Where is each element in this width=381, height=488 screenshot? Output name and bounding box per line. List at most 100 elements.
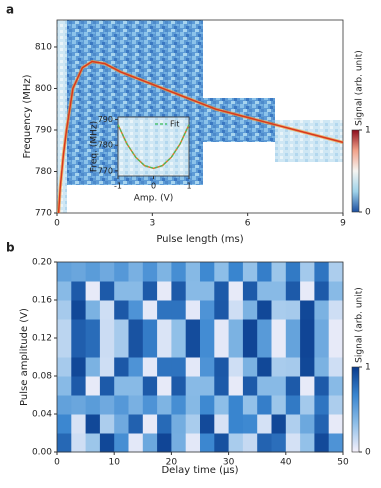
heatmap-cell [214, 281, 230, 301]
heatmap-cell [314, 319, 330, 339]
heatmap-cell [314, 357, 330, 377]
heatmap-cell [228, 281, 244, 301]
heatmap-cell [257, 262, 272, 282]
heatmap-cell [171, 395, 187, 415]
heatmap-cell [99, 433, 115, 453]
heatmap-cell [71, 281, 87, 301]
heatmap-cell [85, 319, 101, 339]
heatmap-cell [285, 300, 301, 320]
heatmap-cell [228, 433, 244, 453]
heatmap-cell [300, 319, 315, 339]
heatmap-cell [57, 338, 72, 358]
heatmap-cell [142, 262, 158, 282]
heatmap-cell [142, 338, 158, 358]
heatmap-cell [157, 414, 172, 434]
heatmap-cell [99, 357, 115, 377]
heatmap-cell [71, 338, 87, 358]
heatmap-cell [300, 414, 315, 434]
heatmap-cell [171, 319, 187, 339]
heatmap-cell [200, 281, 215, 301]
heatmap-cell [85, 376, 101, 396]
x-tick-label: 50 [337, 458, 349, 468]
heatmap-cell [257, 319, 272, 339]
heatmap-cell [85, 357, 101, 377]
heatmap-cell [71, 357, 87, 377]
series-line [57, 60, 344, 214]
heatmap-cell [185, 414, 201, 434]
heatmap-cell [271, 357, 287, 377]
heatmap-cell [142, 319, 158, 339]
x-axis-label: Delay time (μs) [161, 465, 238, 476]
heatmap-cell [85, 262, 101, 282]
heatmap-cell [300, 433, 315, 453]
heatmap-cell [128, 338, 144, 358]
heatmap-cell [200, 338, 215, 358]
heatmap-cell [214, 433, 230, 453]
panel-label: a [6, 3, 14, 17]
heatmap-cell [214, 300, 230, 320]
heatmap-cell [57, 357, 72, 377]
colorbar [351, 129, 360, 213]
heatmap-cell [142, 357, 158, 377]
heatmap-cell [171, 433, 187, 453]
heatmap-cell [314, 376, 330, 396]
heatmap-cell [128, 262, 144, 282]
heatmap-cell [257, 414, 272, 434]
heatmap-cell [99, 395, 115, 415]
heatmap-cell [328, 414, 344, 434]
heatmap-cell [85, 338, 101, 358]
heatmap-cell [214, 262, 230, 282]
y-tick-label: 0.20 [32, 258, 52, 268]
heatmap-cell [257, 338, 272, 358]
heatmap-cell [214, 376, 230, 396]
heatmap-cell [157, 395, 172, 415]
heatmap-cell [57, 262, 72, 282]
heatmap-cell [157, 281, 172, 301]
y-axis-label: Pulse amplitude (V) [19, 308, 30, 406]
heatmap-cell [242, 300, 258, 320]
heatmap-cell [200, 357, 215, 377]
heatmap-cell [228, 300, 244, 320]
heatmap-cell [200, 395, 215, 415]
heatmap-cell [242, 395, 258, 415]
heatmap-cell [128, 376, 144, 396]
heatmap-cell [171, 262, 187, 282]
x-tick-label: -1 [114, 182, 122, 191]
y-axis-label: Frequency (MHz) [22, 74, 33, 158]
heatmap-cell [228, 319, 244, 339]
x-tick-label: 9 [340, 219, 346, 229]
heatmap-cell [185, 433, 201, 453]
heatmap-cell [157, 433, 172, 453]
heatmap-cell [128, 433, 144, 453]
heatmap-cell [185, 395, 201, 415]
y-tick-label: 790 [98, 115, 113, 124]
heatmap-cell [185, 319, 201, 339]
heatmap-cell [314, 338, 330, 358]
heatmap-cell [300, 395, 315, 415]
x-tick-label: 3 [149, 219, 155, 229]
heatmap-cell [257, 300, 272, 320]
heatmap-cell [242, 319, 258, 339]
heatmap-cell [314, 262, 330, 282]
colorbar-label: Signal (arb. unit) [355, 287, 365, 363]
heatmap-cell [257, 433, 272, 453]
plot-frame [56, 261, 344, 453]
heatmap-cell [128, 319, 144, 339]
heatmap-cell [271, 414, 287, 434]
heatmap-cell [128, 357, 144, 377]
heatmap-cell [285, 395, 301, 415]
heatmap-cell [128, 281, 144, 301]
heatmap-cell [271, 262, 287, 282]
heatmap-cell [242, 414, 258, 434]
heatmap-cell [171, 281, 187, 301]
plot-frame [56, 19, 344, 214]
heatmap-cell [271, 433, 287, 453]
y-tick-label: 810 [35, 42, 52, 52]
heatmap-cell [142, 281, 158, 301]
heatmap-cell [114, 300, 129, 320]
inset-background [118, 117, 189, 176]
heatmap-cell [300, 281, 315, 301]
heatmap-cell [285, 262, 301, 282]
heatmap-cell [171, 414, 187, 434]
heatmap-cell [99, 319, 115, 339]
